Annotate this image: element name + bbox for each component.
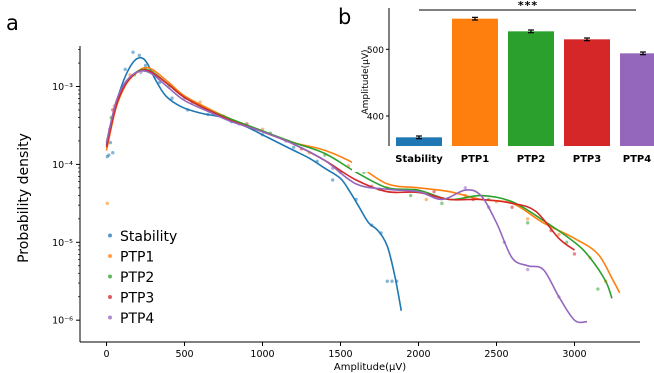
a-point-stability bbox=[390, 279, 394, 283]
b-x-tick-label: PTP3 bbox=[573, 154, 601, 165]
a-point-stability bbox=[137, 53, 141, 58]
a-x-tick-label: 1000 bbox=[250, 349, 274, 360]
a-point-ptp2 bbox=[408, 193, 413, 198]
a-y-tick-label: 10⁻⁵ bbox=[52, 238, 73, 249]
a-y-ticks: 10⁻³ 10⁻⁴ 10⁻⁵ 10⁻⁶ bbox=[52, 48, 80, 327]
a-curve-stability bbox=[105, 56, 403, 311]
a-series-group bbox=[105, 50, 621, 324]
a-legend-marker bbox=[108, 315, 112, 320]
a-x-tick-label: 2000 bbox=[406, 349, 430, 360]
a-point-stability bbox=[131, 50, 135, 54]
a-point-ptp2 bbox=[525, 221, 530, 225]
a-y-tick-label: 10⁻³ bbox=[52, 82, 73, 93]
a-x-tick-label: 1500 bbox=[328, 349, 352, 360]
a-point-stability bbox=[143, 63, 148, 68]
b-x-labels: Stability PTP1 PTP2 PTP3 PTP4 bbox=[395, 154, 651, 165]
a-y-tick-label: 10⁻⁴ bbox=[52, 160, 73, 171]
a-y-tick-label: 10⁻⁶ bbox=[52, 316, 73, 327]
b-x-tick-label: PTP4 bbox=[623, 154, 651, 165]
a-point-ptp2 bbox=[596, 287, 600, 291]
b-x-tick-label: Stability bbox=[395, 154, 443, 165]
a-point-ptp2 bbox=[440, 201, 444, 206]
a-point-stability bbox=[111, 151, 115, 155]
a-point-stability bbox=[157, 80, 162, 85]
panel-b-label: b bbox=[338, 5, 351, 29]
a-point-ptp3 bbox=[432, 189, 436, 194]
a-legend-label: PTP2 bbox=[120, 270, 154, 286]
a-point-ptp4 bbox=[463, 186, 467, 190]
a-legend-marker bbox=[108, 233, 112, 238]
a-point-ptp3 bbox=[572, 252, 577, 256]
b-significance-label: *** bbox=[518, 0, 538, 12]
b-bar-ptp4 bbox=[620, 53, 654, 147]
b-y-tick-label: 400 bbox=[367, 113, 384, 123]
panel-b-bar-chart: 400 500 Stability PTP1 PTP2 PTP3 PTP4 *** Amp… bbox=[352, 0, 654, 172]
b-y-axis-label: Amplitude(μV) bbox=[361, 49, 371, 114]
b-y-tick-label: 500 bbox=[367, 46, 384, 56]
a-x-axis-label: Amplitude(μV) bbox=[334, 362, 406, 373]
b-bar-ptp3 bbox=[564, 39, 610, 147]
panel-a-line-chart: 0 500 1000 1500 2000 2500 3000 10⁻³10⁻⁴10⁻⁵10⁻… bbox=[16, 46, 640, 373]
a-y-axis-label: Probability density bbox=[16, 133, 32, 263]
a-point-stability bbox=[385, 279, 389, 283]
a-point-ptp1 bbox=[105, 201, 109, 206]
a-legend-marker bbox=[108, 295, 112, 299]
a-legend-label: PTP1 bbox=[120, 250, 154, 266]
a-point-ptp4 bbox=[525, 267, 530, 272]
a-point-ptp1 bbox=[557, 232, 561, 237]
a-point-ptp1 bbox=[424, 197, 428, 202]
b-bar-stability bbox=[396, 137, 442, 146]
a-x-tick-label: 3000 bbox=[562, 349, 586, 360]
a-legend-marker bbox=[108, 274, 112, 279]
b-x-tick-label: PTP2 bbox=[517, 154, 545, 165]
a-point-ptp1 bbox=[198, 100, 202, 104]
a-x-tick-label: 2500 bbox=[484, 349, 508, 360]
a-x-ticks: 0 500 1000 1500 2000 2500 3000 bbox=[103, 342, 587, 360]
a-legend-label: PTP4 bbox=[120, 311, 154, 327]
a-point-stability bbox=[123, 67, 127, 72]
a-legend-marker bbox=[108, 254, 112, 258]
a-point-stability bbox=[107, 153, 111, 157]
a-legend-label: Stability bbox=[120, 229, 177, 245]
a-curve-ptp1 bbox=[105, 66, 621, 294]
b-x-tick-label: PTP1 bbox=[461, 154, 489, 165]
a-legend: Stability PTP1 PTP2 PTP3 PTP4 bbox=[108, 229, 177, 327]
a-x-tick-label: 500 bbox=[175, 349, 193, 360]
a-point-ptp2 bbox=[564, 240, 569, 244]
a-curve-ptp4 bbox=[105, 70, 588, 324]
b-bar-ptp2 bbox=[508, 31, 554, 146]
a-legend-label: PTP3 bbox=[120, 291, 154, 307]
a-point-ptp3 bbox=[510, 205, 514, 209]
panel-a-label: a bbox=[6, 11, 19, 35]
b-bars-group bbox=[396, 16, 654, 147]
a-point-stability bbox=[292, 145, 296, 149]
b-y-ticks: 400 500 bbox=[367, 46, 389, 123]
a-x-tick-label: 0 bbox=[103, 349, 109, 360]
a-point-stability bbox=[331, 178, 335, 182]
b-bar-ptp1 bbox=[452, 18, 498, 147]
a-point-ptp1 bbox=[525, 217, 530, 221]
a-point-stability bbox=[108, 140, 113, 145]
a-point-stability bbox=[170, 96, 174, 100]
